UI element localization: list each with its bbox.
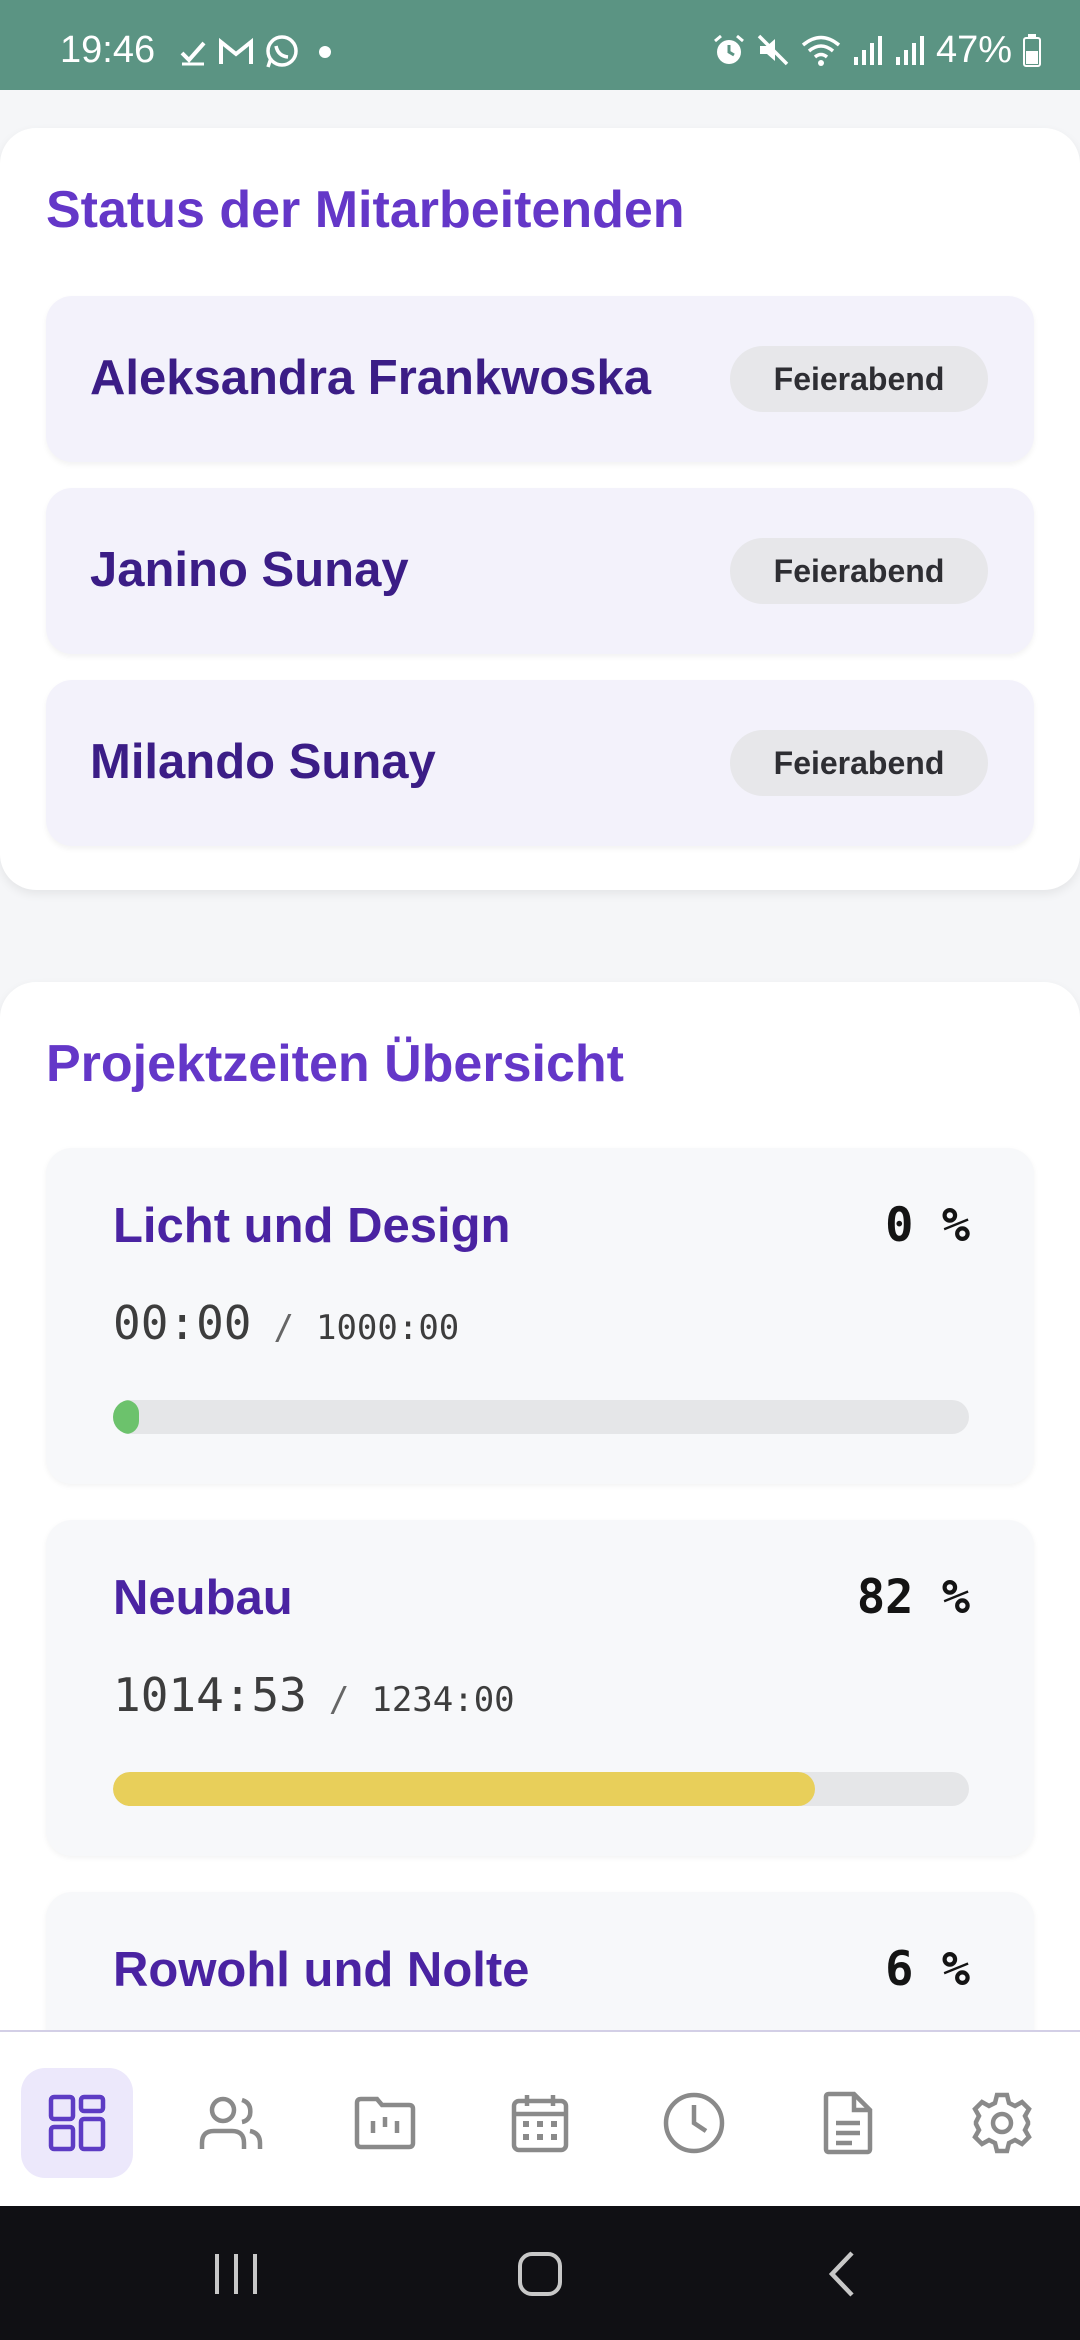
project-name: Licht und Design xyxy=(113,1199,511,1253)
status-time: 19:46 xyxy=(60,29,156,71)
nav-projects[interactable] xyxy=(329,2068,441,2178)
notification-icons xyxy=(178,35,340,68)
back-icon xyxy=(828,2251,854,2297)
time-separator: / xyxy=(273,1308,294,1348)
time-separator: / xyxy=(328,1680,350,1720)
alarm-icon xyxy=(713,34,744,64)
employee-row[interactable]: Aleksandra Frankwoska Feierabend xyxy=(46,296,1034,462)
time-budget: 1234:00 xyxy=(371,1680,515,1720)
time-used: 00:00 xyxy=(113,1296,252,1350)
projects-folder-icon xyxy=(354,2096,416,2150)
signal-icon xyxy=(853,36,882,65)
nav-settings[interactable] xyxy=(946,2068,1058,2178)
project-name: Rowohl und Nolte xyxy=(113,1943,530,1997)
employee-status-card: Status der Mitarbeitenden Aleksandra Fra… xyxy=(0,128,1080,890)
project-percent: 0 % xyxy=(885,1198,970,1253)
home-button[interactable] xyxy=(510,2244,570,2304)
project-times-title: Projektzeiten Übersicht xyxy=(46,1035,624,1093)
time-used: 1014:53 xyxy=(113,1668,307,1722)
status-badge: Feierabend xyxy=(730,730,988,796)
status-badge: Feierabend xyxy=(730,346,988,412)
wifi-icon xyxy=(801,35,841,66)
home-icon xyxy=(518,2252,562,2296)
system-navigation-bar xyxy=(0,2206,1080,2340)
progress-bar xyxy=(113,1772,969,1806)
document-icon xyxy=(823,2091,873,2155)
project-item[interactable]: Neubau 82 % 1014:53 / 1234:00 xyxy=(46,1520,1034,1856)
users-icon xyxy=(199,2096,263,2149)
project-times: 00:00 / 1000:00 xyxy=(113,1296,459,1350)
employee-name: Aleksandra Frankwoska xyxy=(90,351,652,405)
status-bar: 19:46 47% xyxy=(0,0,1080,90)
recent-apps-button[interactable] xyxy=(206,2244,266,2304)
project-times-card: Projektzeiten Übersicht Licht und Design… xyxy=(0,982,1080,2228)
battery-percent: 47% xyxy=(935,29,1012,71)
progress-fill xyxy=(113,1772,815,1806)
battery-icon xyxy=(1023,34,1041,67)
employee-name: Milando Sunay xyxy=(90,735,436,789)
check-icon xyxy=(180,41,206,66)
signal-icon xyxy=(895,36,924,65)
project-percent: 82 % xyxy=(856,1570,970,1625)
whatsapp-icon xyxy=(266,35,298,68)
project-name: Neubau xyxy=(113,1571,293,1625)
dashboard-icon xyxy=(48,2094,106,2152)
project-item[interactable]: Licht und Design 0 % 00:00 / 1000:00 xyxy=(46,1148,1034,1484)
dot-icon xyxy=(319,46,331,58)
calendar-icon xyxy=(511,2095,569,2153)
nav-employees[interactable] xyxy=(175,2068,287,2178)
progress-bar xyxy=(113,1400,969,1434)
clock-icon xyxy=(663,2092,725,2154)
time-budget: 1000:00 xyxy=(315,1308,460,1348)
progress-fill xyxy=(113,1400,139,1434)
nav-calendar[interactable] xyxy=(484,2068,596,2178)
employee-row[interactable]: Milando Sunay Feierabend xyxy=(46,680,1034,846)
back-button[interactable] xyxy=(812,2244,872,2304)
employee-name: Janino Sunay xyxy=(90,543,409,597)
employee-row[interactable]: Janino Sunay Feierabend xyxy=(46,488,1034,654)
nav-time[interactable] xyxy=(638,2068,750,2178)
mute-icon xyxy=(757,34,789,66)
recent-apps-icon xyxy=(215,2254,257,2294)
gmail-icon xyxy=(219,37,253,64)
employee-status-title: Status der Mitarbeitenden xyxy=(46,181,685,239)
project-percent: 6 % xyxy=(885,1942,970,1997)
system-status-icons: 47% xyxy=(712,30,1042,70)
project-times: 1014:53 / 1234:00 xyxy=(113,1668,515,1722)
bottom-navigation xyxy=(0,2030,1080,2208)
status-badge: Feierabend xyxy=(730,538,988,604)
nav-documents[interactable] xyxy=(792,2068,904,2178)
nav-dashboard[interactable] xyxy=(21,2068,133,2178)
settings-icon xyxy=(972,2092,1032,2154)
